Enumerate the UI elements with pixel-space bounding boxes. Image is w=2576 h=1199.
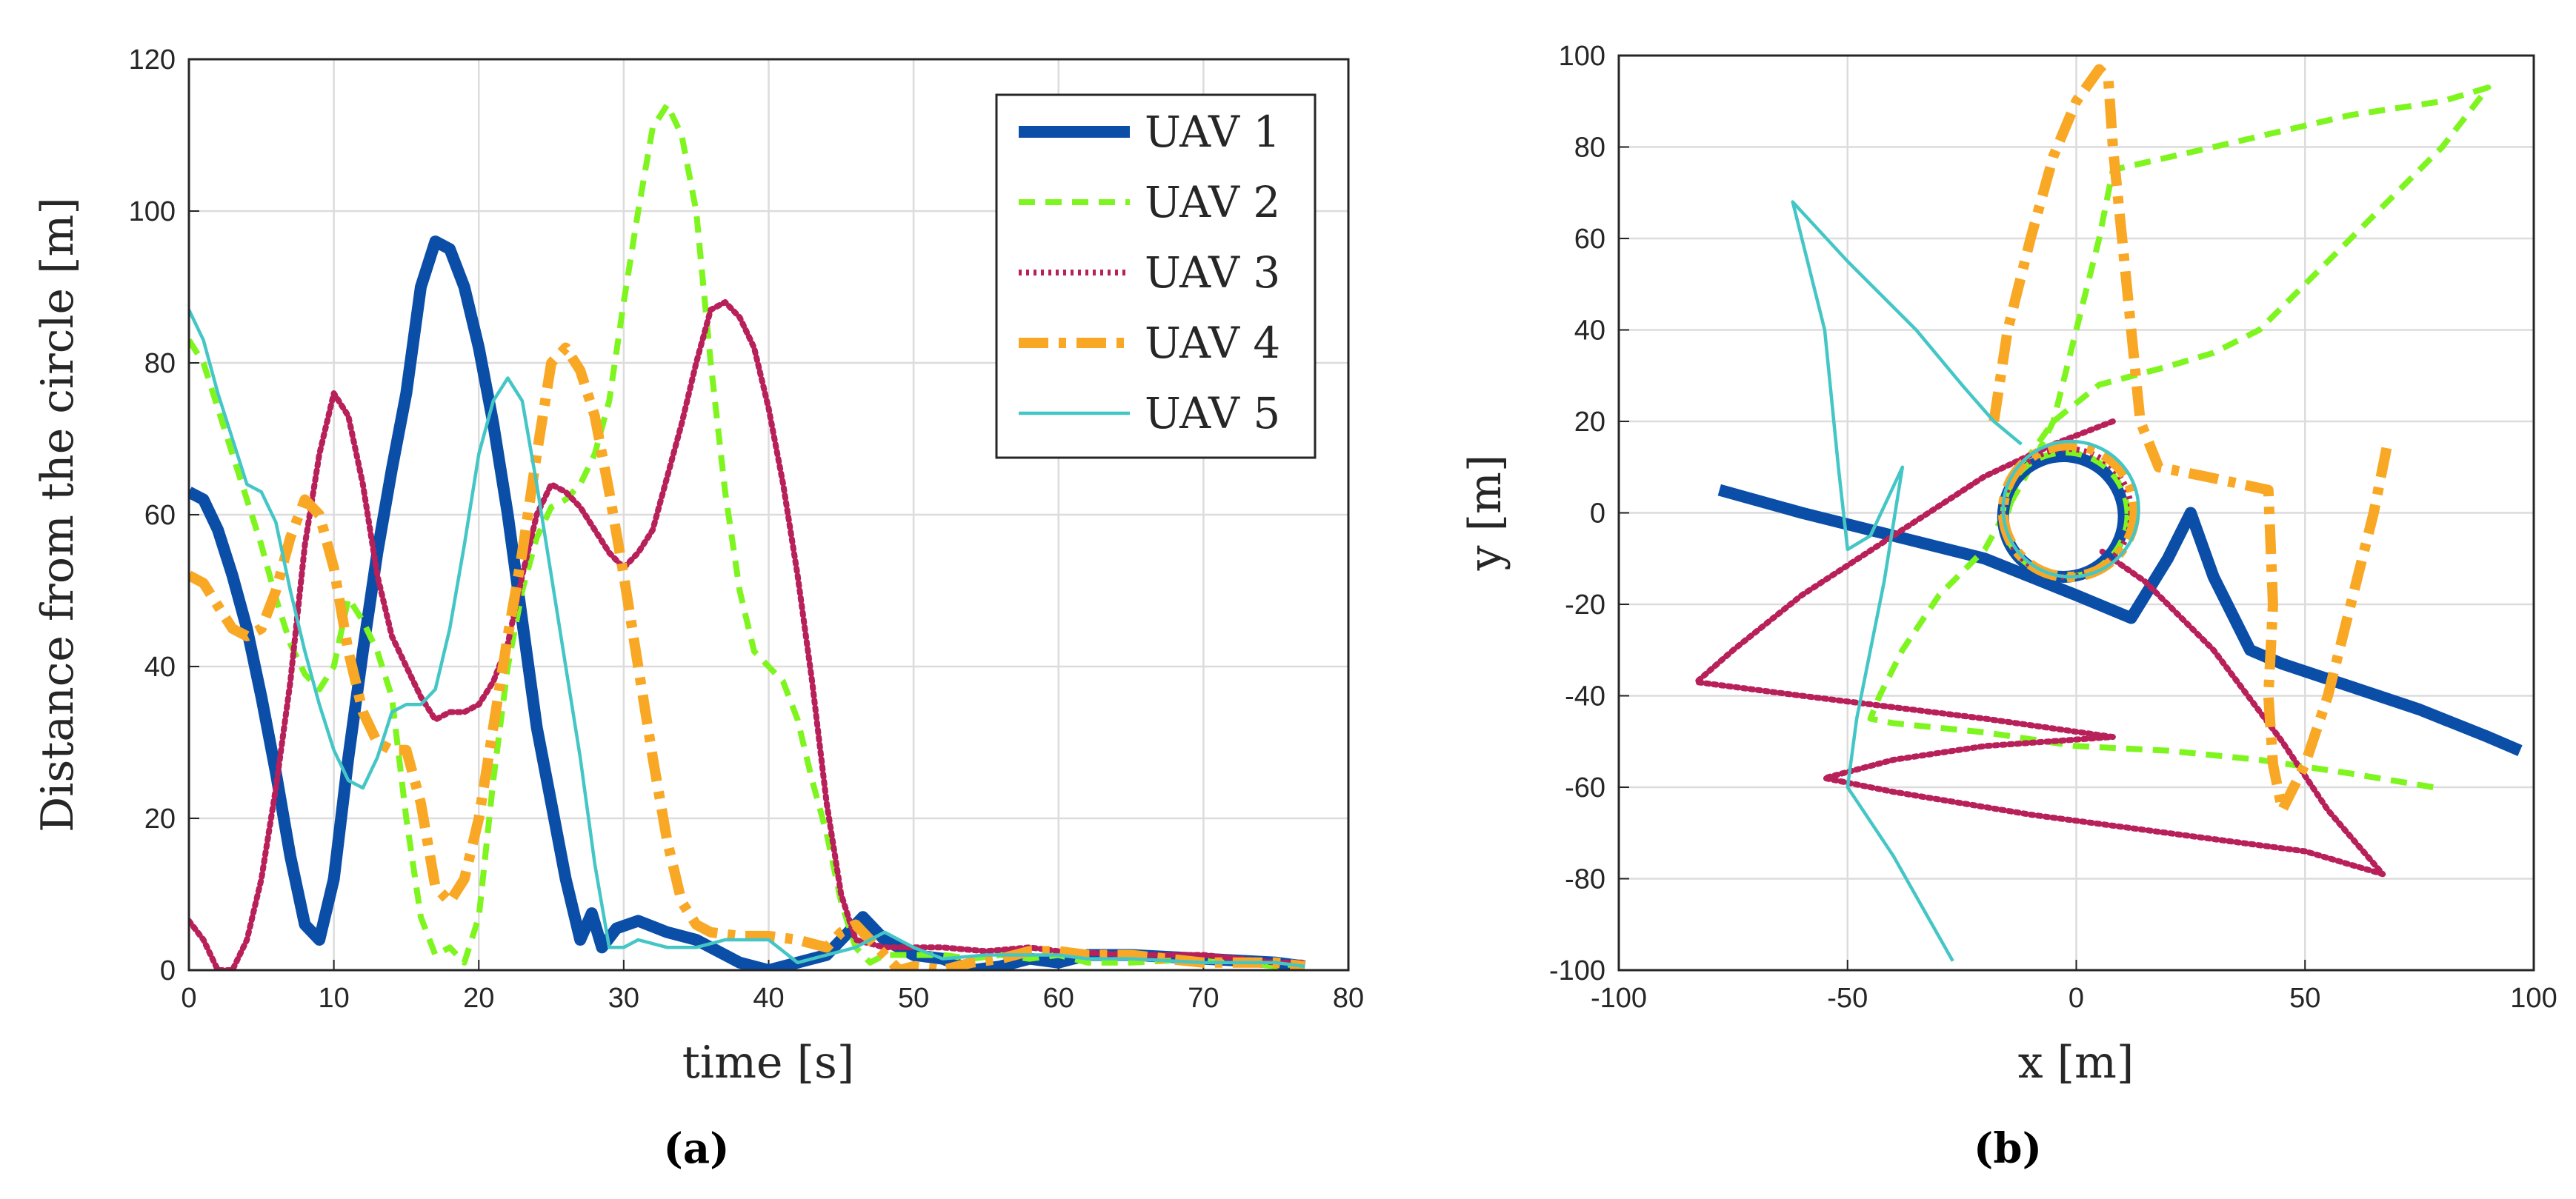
legend-label: UAV 4: [1145, 318, 1280, 368]
panel-b-chart: -100 -50 0 50 100 -100 -80 -60 -40 -20 0 20 40 60 80 10…: [1460, 41, 2557, 1089]
panel-b-xlabel: x [m]: [2018, 1037, 2134, 1089]
legend-box: [995, 93, 1317, 459]
y-tick-label: 40: [144, 652, 176, 683]
series-line-uav-5: [1791, 200, 2023, 962]
series-line-uav-3: [1694, 418, 2386, 878]
y-tick-label: -80: [1565, 864, 1605, 895]
panel-a-xlabel: time [s]: [682, 1037, 854, 1089]
x-tick-label: 100: [2510, 983, 2557, 1014]
y-tick-label: 40: [1574, 315, 1605, 347]
y-tick-label: -40: [1565, 681, 1605, 712]
panel-a-tick-labels: 0 10 20 30 40 50 60 70 80 0 20 40 60 80 100 120: [129, 44, 1365, 1014]
y-tick-label: 100: [1559, 41, 1605, 72]
x-tick-label: 10: [318, 983, 349, 1014]
x-tick-label: -50: [1827, 983, 1868, 1014]
x-tick-label: 60: [1043, 983, 1074, 1014]
caption-b: (b): [1974, 1124, 2042, 1173]
x-tick-label: 40: [753, 983, 784, 1014]
x-tick-label: 0: [181, 983, 196, 1014]
y-tick-label: 0: [160, 955, 176, 986]
y-tick-label: 80: [1574, 133, 1605, 164]
x-tick-label: 50: [898, 983, 929, 1014]
panel-a-ylabel: Distance from the circle [m]: [32, 197, 84, 832]
legend-label: UAV 5: [1145, 388, 1280, 438]
legend-label: UAV 2: [1145, 177, 1280, 227]
y-tick-label: 120: [129, 44, 176, 76]
x-tick-label: 50: [2289, 983, 2320, 1014]
series-line-uav-4: [189, 342, 1306, 970]
y-tick-label: -60: [1565, 772, 1605, 804]
y-tick-label: -100: [1549, 955, 1605, 986]
legend: UAV 1 UAV 2 UAV 3 UAV 4 UAV 5: [995, 93, 1317, 459]
panel-b-ylabel: y [m]: [1460, 455, 1511, 572]
y-tick-label: 60: [144, 500, 176, 531]
caption-a: (a): [663, 1124, 729, 1173]
series-line-uav-1: [1717, 484, 2523, 756]
legend-label: UAV 1: [1145, 107, 1280, 157]
panel-b-axes-box: [1617, 54, 2535, 972]
panel-b-tick-labels: -100 -50 0 50 100 -100 -80 -60 -40 -20 0 20 40 60 80 10…: [1549, 41, 2557, 1014]
y-tick-label: 80: [144, 348, 176, 379]
x-tick-label: -100: [1591, 983, 1647, 1014]
panel-b-series: [1694, 64, 2523, 962]
x-tick-label: 30: [608, 983, 639, 1014]
y-tick-label: 100: [129, 196, 176, 227]
panel-a-axes-box: [187, 58, 1350, 972]
series-line-uav-5: [189, 309, 1305, 969]
legend-label: UAV 3: [1145, 247, 1280, 298]
x-tick-label: 20: [463, 983, 494, 1014]
x-tick-label: 0: [2069, 983, 2084, 1014]
panel-a-series: [189, 101, 1308, 970]
y-tick-label: 20: [144, 804, 176, 835]
panel-a-chart: 0 10 20 30 40 50 60 70 80 0 20 40 60 80 100 120 time [s…: [32, 44, 1364, 1089]
x-tick-label: 70: [1188, 983, 1219, 1014]
orbit-uav-5: [2001, 439, 2140, 579]
series-line-uav-3: [189, 299, 1308, 970]
y-tick-label: 60: [1574, 224, 1605, 255]
series-line-uav-4: [1988, 64, 2393, 815]
x-tick-label: 80: [1333, 983, 1364, 1014]
series-line-uav-2: [1867, 84, 2492, 790]
y-tick-label: 20: [1574, 407, 1605, 438]
series-line-uav-2: [189, 101, 1305, 969]
y-tick-label: -20: [1565, 590, 1605, 621]
y-tick-label: 0: [1590, 498, 1605, 530]
